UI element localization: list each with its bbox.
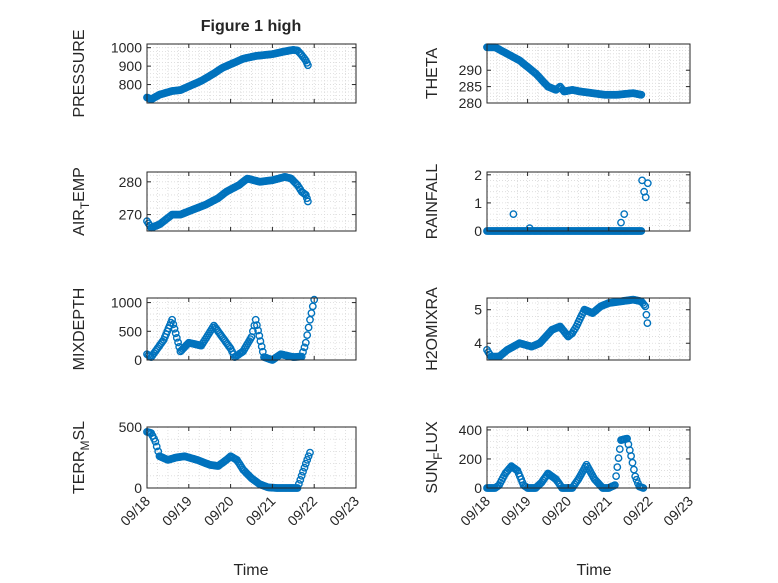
subplot-mixdepth: 0 500 1000 MIXDEPTH bbox=[71, 288, 357, 371]
axes-frame bbox=[146, 297, 357, 361]
y-tick-label: 900 bbox=[119, 58, 143, 74]
subplot-rainfall: 0 1 2 RAINFALL bbox=[424, 164, 691, 240]
data-point bbox=[310, 295, 319, 304]
data-point bbox=[294, 479, 303, 488]
data-point bbox=[257, 342, 266, 351]
y-axis-label: SUNFLUX bbox=[424, 421, 445, 494]
data-point bbox=[170, 324, 179, 333]
y-tick-label: 2 bbox=[474, 167, 482, 183]
subplot-h2omixra: 4 5 H2OMIXRA bbox=[424, 287, 691, 371]
data-point bbox=[303, 331, 312, 339]
data-point bbox=[301, 338, 310, 347]
y-tick-label: 1 bbox=[474, 195, 482, 211]
data-point bbox=[174, 338, 183, 347]
y-tick-label: 5 bbox=[474, 302, 482, 318]
data-point bbox=[306, 448, 314, 457]
data-point bbox=[300, 343, 309, 352]
subplot-air: 270 280 AIRTEMP bbox=[71, 167, 357, 236]
y-tick-label: 280 bbox=[459, 95, 483, 111]
axes-frame bbox=[486, 171, 691, 232]
data-point bbox=[642, 310, 651, 319]
y-tick-label: 200 bbox=[459, 451, 483, 467]
data-point bbox=[151, 437, 160, 446]
data-point bbox=[641, 193, 650, 202]
y-tick-label: 270 bbox=[119, 207, 143, 223]
data-point bbox=[168, 315, 177, 324]
y-axis-label: RAINFALL bbox=[424, 164, 441, 240]
data-point bbox=[643, 319, 652, 327]
data-point bbox=[296, 475, 305, 484]
data-point bbox=[300, 463, 309, 472]
x-axis-label-left: Time bbox=[234, 562, 269, 579]
y-tick-label: 285 bbox=[459, 79, 483, 95]
y-axis-label: MIXDEPTH bbox=[71, 288, 88, 371]
data-point bbox=[254, 326, 263, 335]
data-point bbox=[171, 329, 180, 338]
plot-area bbox=[487, 172, 690, 231]
data-point bbox=[299, 348, 307, 356]
data-point bbox=[303, 61, 312, 70]
y-tick-label: 400 bbox=[459, 422, 483, 438]
y-tick-label: 0 bbox=[474, 480, 482, 496]
data-point bbox=[641, 302, 650, 311]
subplot-pressure: 800 900 1000 PRESSURE bbox=[71, 29, 357, 118]
y-tick-label: 0 bbox=[134, 352, 142, 368]
data-point bbox=[299, 467, 307, 476]
axes-frame bbox=[486, 43, 691, 104]
data-point bbox=[252, 321, 261, 329]
y-tick-label: 800 bbox=[119, 77, 143, 93]
y-axis-label: AIRTEMP bbox=[71, 167, 92, 236]
data-point bbox=[303, 197, 312, 206]
y-axis-label: PRESSURE bbox=[71, 29, 88, 117]
data-point bbox=[303, 455, 312, 464]
data-point bbox=[255, 331, 264, 340]
data-point bbox=[256, 337, 265, 345]
y-tick-label: 4 bbox=[474, 335, 482, 351]
data-point bbox=[304, 323, 313, 332]
y-tick-label: 0 bbox=[134, 480, 142, 496]
data-point bbox=[640, 300, 648, 309]
x-axis-label-right: Time bbox=[577, 562, 612, 579]
data-point bbox=[617, 218, 625, 227]
data-point bbox=[302, 194, 311, 203]
data-point bbox=[172, 333, 181, 342]
y-axis-label: TERRMSL bbox=[71, 421, 92, 494]
data-point bbox=[251, 315, 260, 324]
data-point bbox=[613, 463, 622, 471]
data-point bbox=[304, 452, 313, 461]
data-point bbox=[620, 210, 629, 219]
axes-frame bbox=[486, 297, 691, 361]
y-tick-label: 500 bbox=[119, 419, 143, 435]
axes-frame bbox=[146, 171, 357, 232]
data-point bbox=[614, 454, 623, 462]
data-point bbox=[643, 179, 652, 188]
axes-frame bbox=[146, 426, 357, 489]
y-tick-label: 280 bbox=[119, 174, 143, 190]
data-point bbox=[297, 471, 306, 480]
data-point bbox=[301, 190, 310, 199]
y-axis-label: H2OMIXRA bbox=[424, 287, 441, 371]
data-point bbox=[637, 90, 646, 99]
data-point bbox=[301, 459, 310, 468]
figure-title: Figure 1 high bbox=[201, 18, 301, 35]
y-tick-label: 500 bbox=[119, 323, 143, 339]
y-tick-label: 1000 bbox=[111, 295, 142, 311]
y-tick-label: 1000 bbox=[111, 40, 142, 56]
axes-frame bbox=[146, 43, 357, 104]
data-point bbox=[169, 320, 178, 329]
y-tick-label: 0 bbox=[474, 223, 482, 239]
data-point bbox=[615, 445, 624, 453]
data-point bbox=[612, 472, 620, 480]
data-point bbox=[509, 210, 518, 219]
y-axis-label: THETA bbox=[424, 48, 441, 100]
axes-frame bbox=[486, 426, 691, 489]
y-tick-label: 290 bbox=[459, 62, 483, 78]
data-point bbox=[152, 442, 161, 451]
